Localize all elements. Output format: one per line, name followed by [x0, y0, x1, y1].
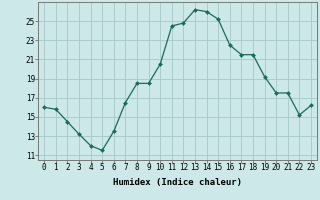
X-axis label: Humidex (Indice chaleur): Humidex (Indice chaleur) [113, 178, 242, 187]
